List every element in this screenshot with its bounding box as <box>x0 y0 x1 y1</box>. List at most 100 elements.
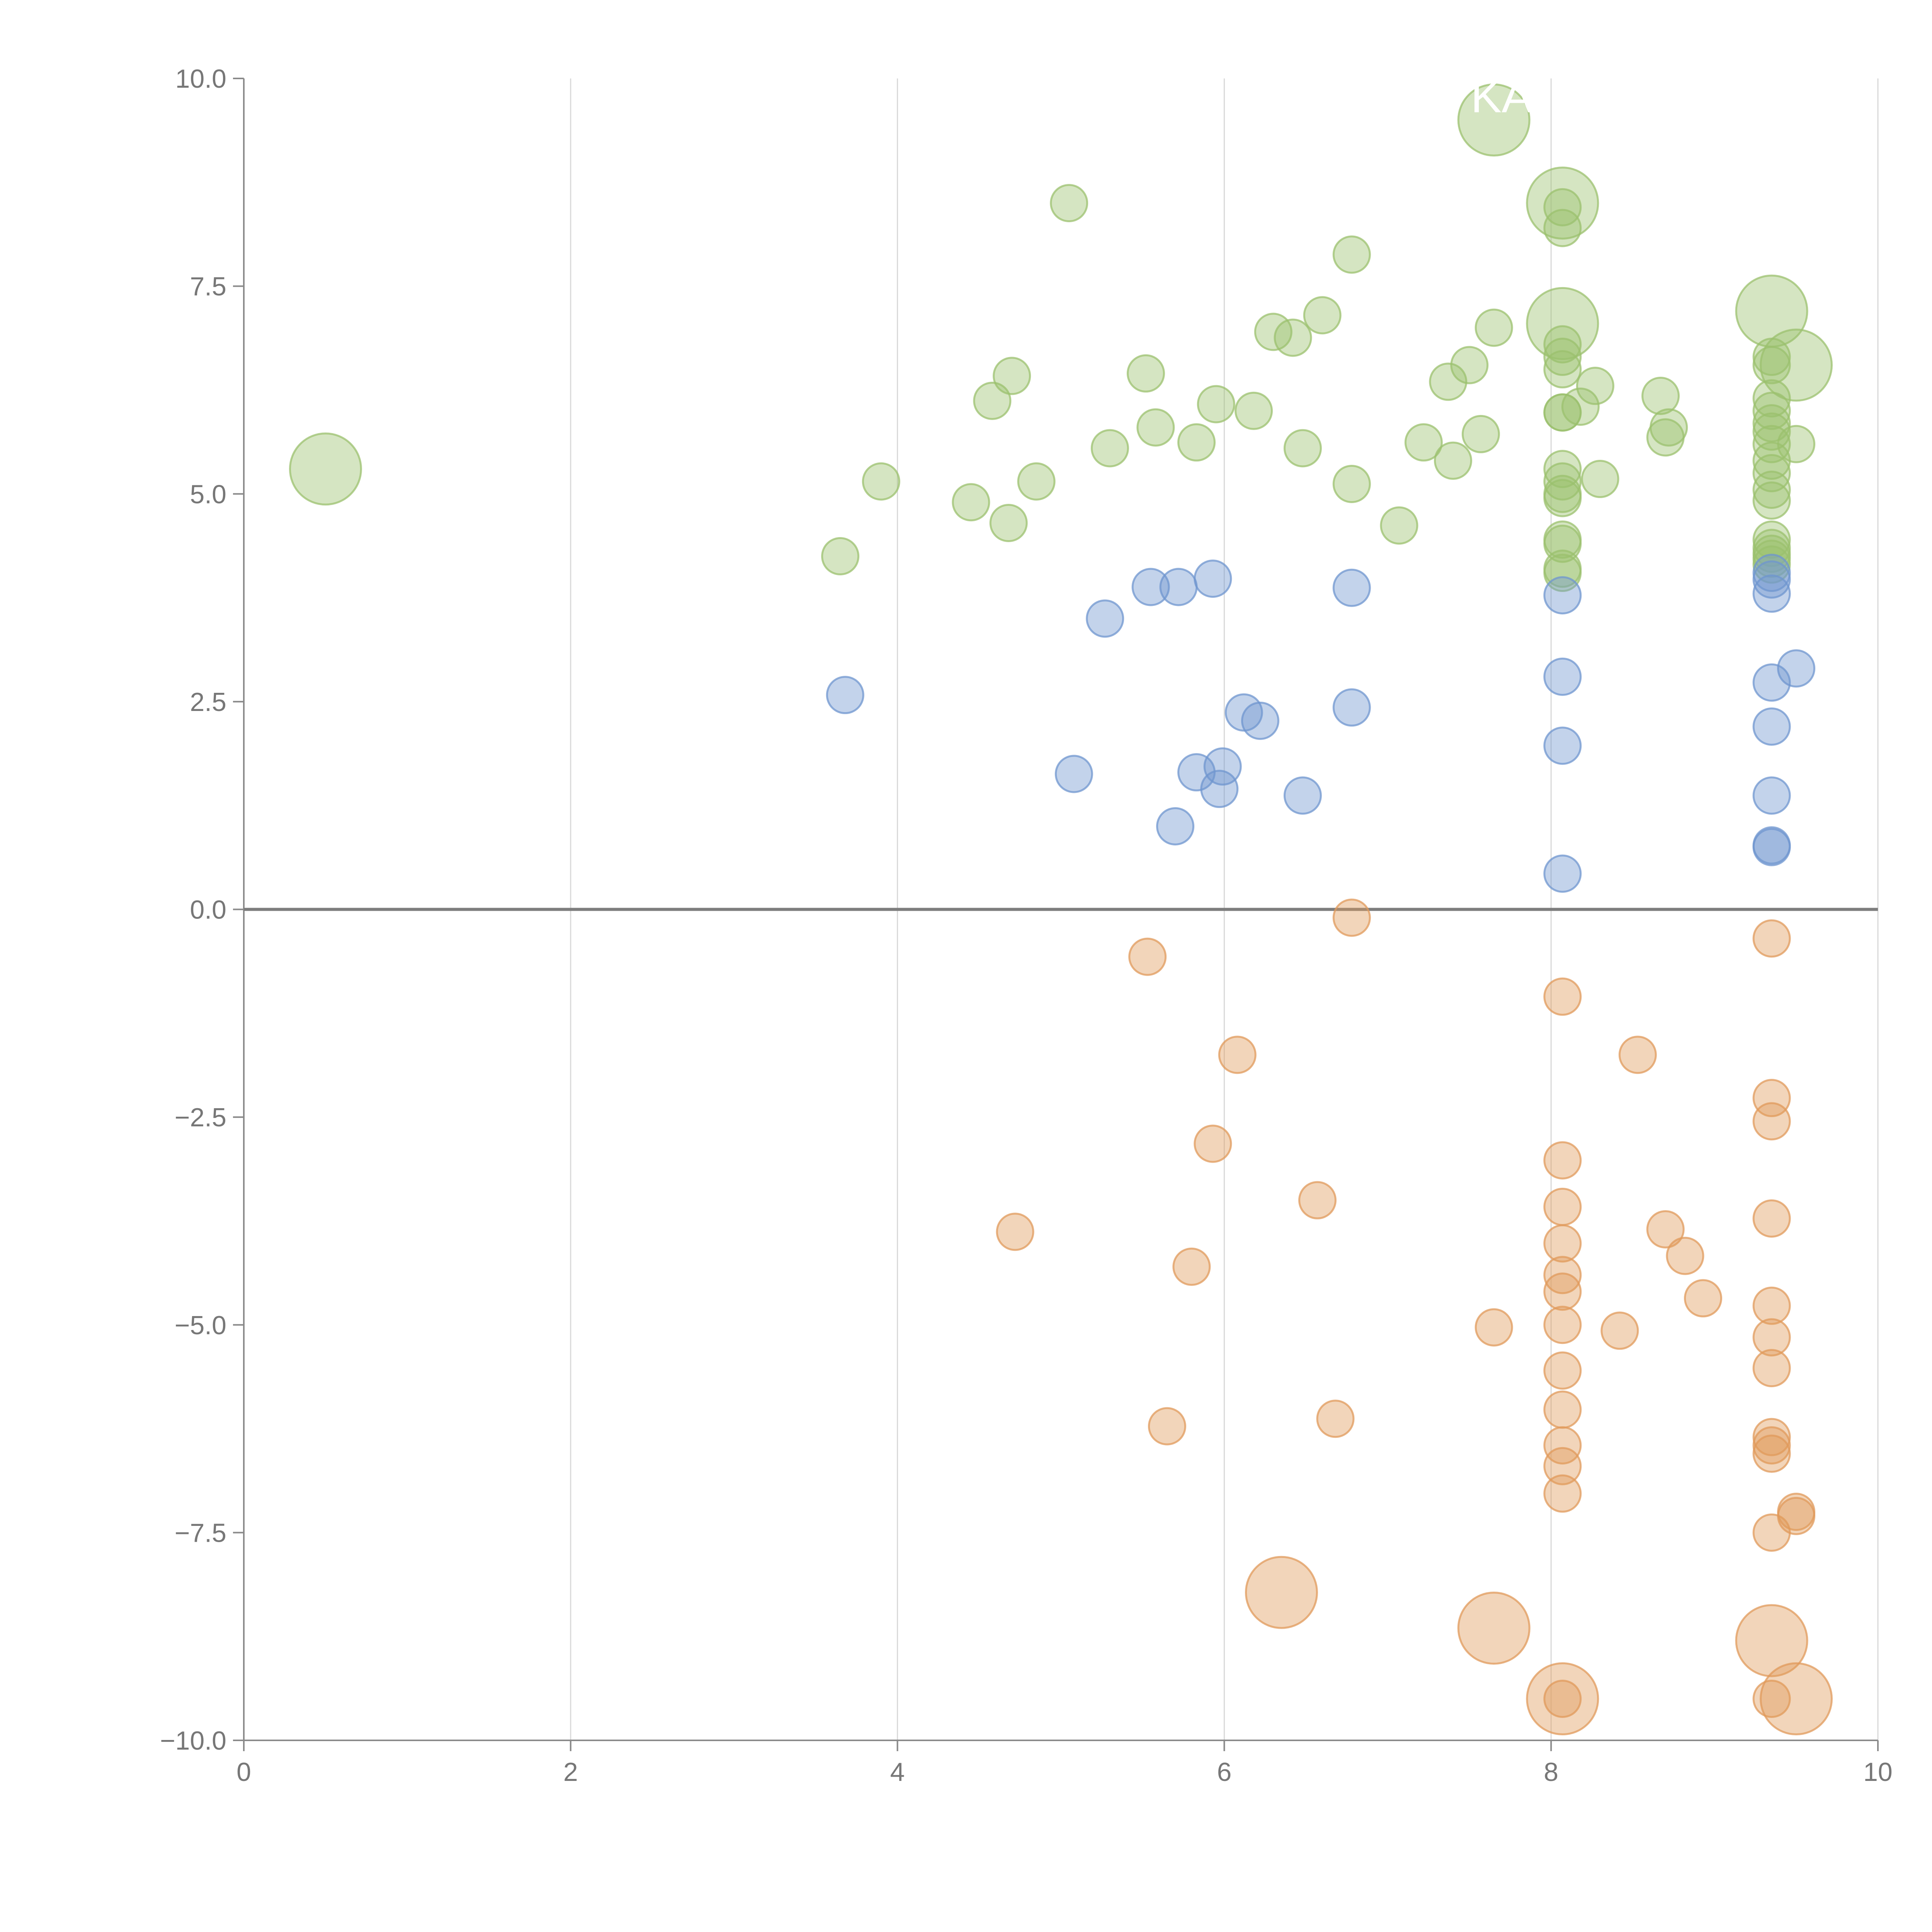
bubble-green <box>821 537 860 576</box>
bubble-green <box>1380 506 1418 545</box>
bubble-green <box>1581 460 1619 498</box>
bubble-orange <box>1543 1256 1582 1294</box>
annotation-label: KA <box>1471 71 1532 122</box>
bubble-orange <box>1752 1102 1791 1141</box>
bubble-blue <box>1194 560 1232 598</box>
bubble-green <box>1303 296 1342 335</box>
y-tick-label: 2.5 <box>190 687 226 717</box>
bubble-green <box>1050 184 1088 223</box>
bubble-orange <box>1543 1141 1582 1180</box>
bubble-green <box>1429 362 1468 401</box>
bubble-orange <box>1752 1349 1791 1388</box>
bubble-green <box>993 357 1031 395</box>
bubble-orange <box>1752 1286 1791 1325</box>
bubble-orange <box>1298 1181 1337 1219</box>
bubble-orange <box>1752 1434 1791 1473</box>
bubble-green <box>1752 404 1791 442</box>
x-tick-label: 10 <box>1863 1757 1893 1787</box>
bubble-green <box>1543 337 1582 376</box>
bubble-blue <box>826 676 864 714</box>
bubble-green <box>289 432 362 506</box>
bubble-orange <box>1646 1210 1685 1248</box>
bubble-green <box>1136 408 1175 447</box>
bubble-orange <box>1245 1556 1318 1629</box>
bubble-green <box>1450 346 1489 384</box>
bubble-orange <box>1600 1311 1639 1350</box>
bubble-orange <box>1752 919 1791 958</box>
bubble-orange <box>1543 1447 1582 1485</box>
bubble-orange <box>1128 937 1167 976</box>
bubble-orange <box>996 1213 1034 1251</box>
bubble-green <box>1235 391 1273 430</box>
bubble-blue <box>1752 828 1791 866</box>
bubble-orange <box>1332 898 1371 937</box>
bubble-orange <box>1752 1426 1791 1465</box>
bubble-blue <box>1159 568 1198 606</box>
bubble-blue <box>1543 854 1582 893</box>
bubble-orange <box>1543 1306 1582 1344</box>
bubble-blue <box>1203 747 1242 786</box>
y-tick-label: 10.0 <box>175 64 226 94</box>
bubble-orange <box>1543 1426 1582 1465</box>
bubble-green <box>1543 462 1582 501</box>
bubble-orange <box>1752 1199 1791 1238</box>
bubble-green <box>1752 454 1791 492</box>
bubble-orange <box>1735 1604 1808 1677</box>
bubble-green <box>1752 412 1791 451</box>
bubble-orange <box>1457 1592 1531 1665</box>
x-tick-label: 6 <box>1217 1757 1231 1787</box>
bubble-green <box>1404 423 1443 462</box>
bubble-green <box>1641 376 1680 415</box>
axes: 10.0 7.5 5.0 2.5 0.0 −2.5 −5.0 −7.5 −10.0 0 2 4 6 8 10 <box>160 64 1893 1787</box>
bubble-orange <box>1666 1236 1704 1275</box>
y-tick-label: −2.5 <box>175 1103 226 1132</box>
bubble-orange <box>1752 1079 1791 1117</box>
bubble-orange <box>1194 1124 1232 1163</box>
bubble-blue <box>1752 776 1791 815</box>
bubble-green <box>1752 470 1791 509</box>
bubble-blue <box>1543 657 1582 696</box>
bubble-green <box>1332 464 1371 503</box>
bubble-green <box>1126 354 1165 393</box>
bubbles <box>289 83 1833 1735</box>
bubble-blue <box>1752 560 1791 599</box>
y-tick-label: 7.5 <box>190 272 226 301</box>
bubble-green <box>1475 308 1513 347</box>
bubble-orange <box>1752 1318 1791 1357</box>
annotations: KA <box>1471 71 1532 122</box>
bubble-green <box>1543 474 1582 513</box>
bubble-green <box>1576 367 1614 405</box>
bubble-green <box>1752 481 1791 520</box>
bubble-orange <box>1526 1662 1599 1735</box>
bubble-blue <box>1777 649 1816 688</box>
bubble-blue <box>1332 688 1371 727</box>
bubble-blue <box>1543 576 1582 615</box>
bubble-green <box>1526 167 1599 240</box>
bubble-green <box>1177 423 1216 462</box>
y-tick-label: −5.0 <box>175 1311 226 1340</box>
bubble-orange <box>1684 1279 1722 1318</box>
bubble-green <box>862 462 900 501</box>
bubble-orange <box>1543 1679 1582 1718</box>
x-tick-label: 4 <box>890 1757 905 1787</box>
bubble-green <box>1752 545 1791 584</box>
bubble-orange <box>1543 1272 1582 1311</box>
bubble-green <box>1543 350 1582 389</box>
bubble-orange <box>1172 1247 1211 1286</box>
bubble-blue <box>1156 807 1195 845</box>
x-tick-label: 8 <box>1544 1757 1558 1787</box>
bubble-green <box>1283 429 1322 468</box>
x-tick-label: 0 <box>236 1757 251 1787</box>
bubble-orange <box>1543 977 1582 1016</box>
bubble-orange <box>1543 1224 1582 1263</box>
bubble-orange <box>1618 1036 1657 1074</box>
bubble-blue <box>1752 663 1791 702</box>
bubble-blue <box>1131 568 1170 606</box>
bubble-green <box>1543 209 1582 247</box>
bubble-blue <box>1752 707 1791 746</box>
bubble-green <box>1543 554 1582 592</box>
bubble-blue <box>1241 701 1279 740</box>
bubble-blue <box>1543 726 1582 765</box>
